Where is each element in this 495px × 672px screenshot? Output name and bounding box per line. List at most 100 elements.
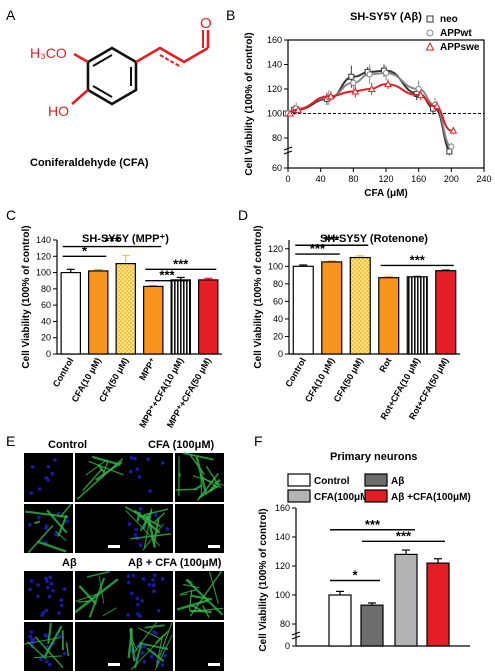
scale-bar — [108, 545, 120, 548]
nucleus — [148, 489, 152, 493]
neurite — [138, 627, 162, 640]
nucleus — [153, 513, 158, 517]
nucleus — [28, 587, 32, 592]
neurite — [136, 511, 141, 522]
nucleus — [153, 573, 157, 578]
significance-label: *** — [104, 234, 120, 249]
neurite — [81, 468, 103, 492]
nucleus — [30, 465, 35, 469]
nucleus — [138, 543, 143, 548]
y-tick-label: 60 — [272, 163, 282, 173]
neurite — [139, 509, 153, 532]
nucleus — [56, 511, 61, 516]
y-axis-label: Cell Viability (100% of control) — [258, 508, 269, 651]
nucleus — [138, 614, 142, 618]
y-tick-label: 60 — [273, 296, 283, 306]
category-label: CFA(10 μM) — [303, 356, 336, 404]
nucleus — [53, 458, 57, 462]
nucleus — [44, 608, 49, 613]
x-tick-label: 40 — [316, 174, 326, 184]
neurite — [154, 634, 173, 671]
significance-label: *** — [410, 252, 426, 267]
significance-label: *** — [173, 256, 189, 271]
neurite — [34, 636, 64, 669]
bar — [170, 279, 191, 355]
neurite — [191, 604, 203, 612]
nucleus — [160, 577, 165, 581]
neurite — [208, 571, 219, 604]
methoxy-bond — [73, 52, 89, 64]
neurite — [36, 540, 67, 553]
legend-label: Aβ — [391, 476, 404, 487]
neurite — [33, 655, 63, 659]
data-point — [446, 148, 453, 155]
neurite — [55, 530, 67, 542]
aromatic-bond — [92, 54, 113, 67]
data-point — [286, 109, 294, 117]
scale-bar — [208, 545, 220, 548]
y-tick-label: 0 — [46, 349, 51, 359]
bar — [115, 263, 136, 355]
neurite — [88, 577, 106, 618]
neurite — [25, 510, 69, 518]
axis-break-mark — [291, 635, 301, 640]
nucleus — [39, 657, 43, 662]
nucleus — [47, 594, 52, 599]
nucleus — [140, 599, 144, 603]
nucleus — [126, 580, 131, 585]
y-tick-label: 0 — [285, 641, 290, 651]
bar — [292, 265, 314, 355]
micrograph-title-control: Control — [48, 439, 87, 451]
scale-bar — [208, 663, 220, 666]
nucleus — [44, 524, 49, 528]
neurite — [143, 508, 153, 548]
data-point — [384, 80, 392, 88]
nucleus — [135, 596, 140, 600]
nucleus — [165, 527, 170, 531]
y-tick-label: 80 — [272, 133, 282, 143]
nucleus — [135, 467, 140, 471]
nucleus — [129, 456, 134, 460]
x-tick-label: 0 — [285, 174, 290, 184]
neurite — [155, 635, 164, 668]
micrograph-black-channel — [175, 504, 224, 553]
y-tick-label: 120 — [36, 251, 51, 261]
neurite — [76, 458, 124, 500]
y-tick-label: 120 — [267, 84, 282, 94]
significance-label: *** — [396, 528, 412, 543]
data-point — [351, 87, 360, 95]
nucleus — [37, 515, 41, 520]
x-tick-label: 160 — [411, 174, 426, 184]
nucleus — [142, 644, 147, 649]
nucleus — [163, 653, 167, 658]
neurite — [65, 642, 70, 656]
nucleus — [151, 583, 156, 587]
legend-label: APPwt — [440, 28, 472, 39]
bar — [378, 277, 400, 355]
hydroxyl-bond — [71, 89, 89, 105]
chart-d-viability-rotenone: SH-SY5Y (Rotenone) 0 20 40 60 80 100 120 Cell Vi… — [253, 225, 460, 421]
nucleus — [50, 472, 54, 476]
nucleus — [129, 591, 134, 596]
neurite — [153, 517, 160, 543]
nucleus — [146, 457, 151, 461]
panel-letter-d: D — [238, 207, 248, 223]
micrograph-title-abeta: Aβ — [62, 557, 77, 569]
hydroxyl-group: HO — [48, 103, 69, 119]
y-axis-label: Cell Viability (100% of control) — [244, 32, 255, 175]
neurite — [130, 533, 172, 540]
neurite — [159, 622, 173, 657]
nucleus — [133, 533, 138, 537]
nucleus — [137, 475, 142, 479]
significance-label: *** — [324, 232, 340, 247]
neurite — [74, 578, 119, 614]
panel-letter-a: A — [6, 7, 16, 23]
bar — [88, 270, 109, 355]
nucleus — [62, 651, 67, 656]
nucleus — [46, 464, 51, 469]
plot-frame — [287, 39, 485, 169]
nucleus — [127, 522, 132, 526]
nucleus — [128, 469, 133, 474]
nucleus — [29, 630, 34, 634]
neurite — [127, 628, 133, 659]
